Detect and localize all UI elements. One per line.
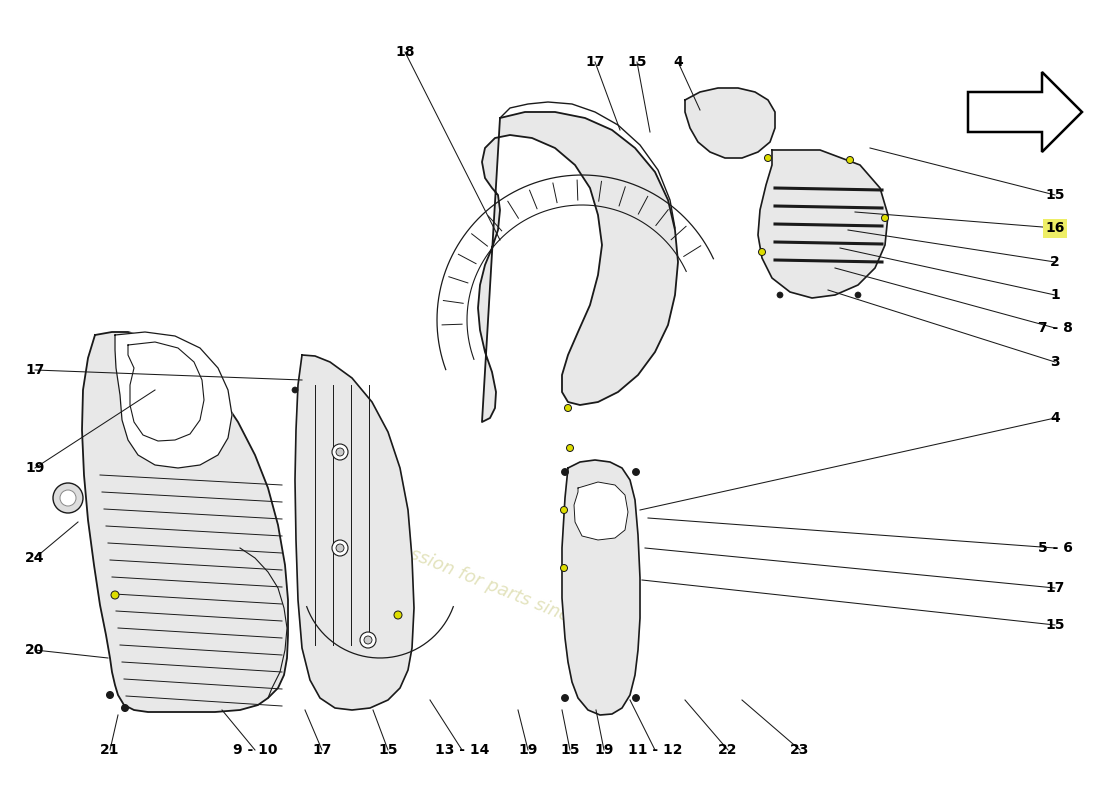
Circle shape [336, 448, 344, 456]
Polygon shape [758, 150, 888, 298]
Text: 17: 17 [25, 363, 45, 377]
Circle shape [111, 591, 119, 599]
Circle shape [561, 565, 568, 571]
Circle shape [332, 444, 348, 460]
Polygon shape [82, 332, 288, 712]
Polygon shape [295, 355, 414, 710]
Polygon shape [574, 482, 628, 540]
Text: 11 - 12: 11 - 12 [628, 743, 682, 757]
Text: 19: 19 [594, 743, 614, 757]
Circle shape [292, 387, 298, 393]
Circle shape [107, 691, 113, 698]
Circle shape [364, 636, 372, 644]
Circle shape [561, 506, 568, 514]
Circle shape [332, 540, 348, 556]
Text: a passion for parts since 1985: a passion for parts since 1985 [371, 530, 629, 650]
Circle shape [759, 249, 766, 255]
Circle shape [855, 292, 861, 298]
Text: 5 - 6: 5 - 6 [1037, 541, 1072, 555]
Text: 21: 21 [100, 743, 120, 757]
Text: 9 - 10: 9 - 10 [233, 743, 277, 757]
Circle shape [60, 490, 76, 506]
Polygon shape [562, 460, 640, 715]
Circle shape [764, 154, 771, 162]
Text: 4: 4 [673, 55, 683, 69]
Polygon shape [685, 88, 775, 158]
Circle shape [121, 705, 129, 711]
Text: 13 - 14: 13 - 14 [434, 743, 490, 757]
Text: 1: 1 [1050, 288, 1060, 302]
Circle shape [632, 694, 639, 702]
Text: 18: 18 [395, 45, 415, 59]
Circle shape [564, 405, 572, 411]
Polygon shape [116, 332, 232, 468]
Text: 15: 15 [378, 743, 398, 757]
Text: 17: 17 [585, 55, 605, 69]
Text: 7 - 8: 7 - 8 [1037, 321, 1072, 335]
Text: 4: 4 [1050, 411, 1060, 425]
Circle shape [336, 544, 344, 552]
Circle shape [561, 694, 569, 702]
Polygon shape [478, 112, 678, 422]
Circle shape [360, 632, 376, 648]
Text: 20: 20 [25, 643, 45, 657]
Text: 24: 24 [25, 551, 45, 565]
Polygon shape [968, 72, 1082, 152]
Text: 17: 17 [1045, 581, 1065, 595]
Text: 15: 15 [1045, 188, 1065, 202]
Circle shape [566, 445, 573, 451]
Text: 23: 23 [790, 743, 810, 757]
Text: 17: 17 [312, 743, 332, 757]
Text: 16: 16 [1045, 221, 1065, 235]
Circle shape [881, 214, 889, 222]
Text: 22: 22 [718, 743, 738, 757]
Circle shape [394, 611, 402, 619]
Circle shape [53, 483, 82, 513]
Text: 19: 19 [25, 461, 45, 475]
Text: 15: 15 [1045, 618, 1065, 632]
Text: 15: 15 [560, 743, 580, 757]
Text: 2: 2 [1050, 255, 1060, 269]
Text: 15: 15 [627, 55, 647, 69]
Text: 19: 19 [518, 743, 538, 757]
Circle shape [847, 157, 854, 163]
Text: 3: 3 [1050, 355, 1059, 369]
Circle shape [632, 469, 639, 475]
Circle shape [777, 292, 783, 298]
Circle shape [561, 469, 569, 475]
